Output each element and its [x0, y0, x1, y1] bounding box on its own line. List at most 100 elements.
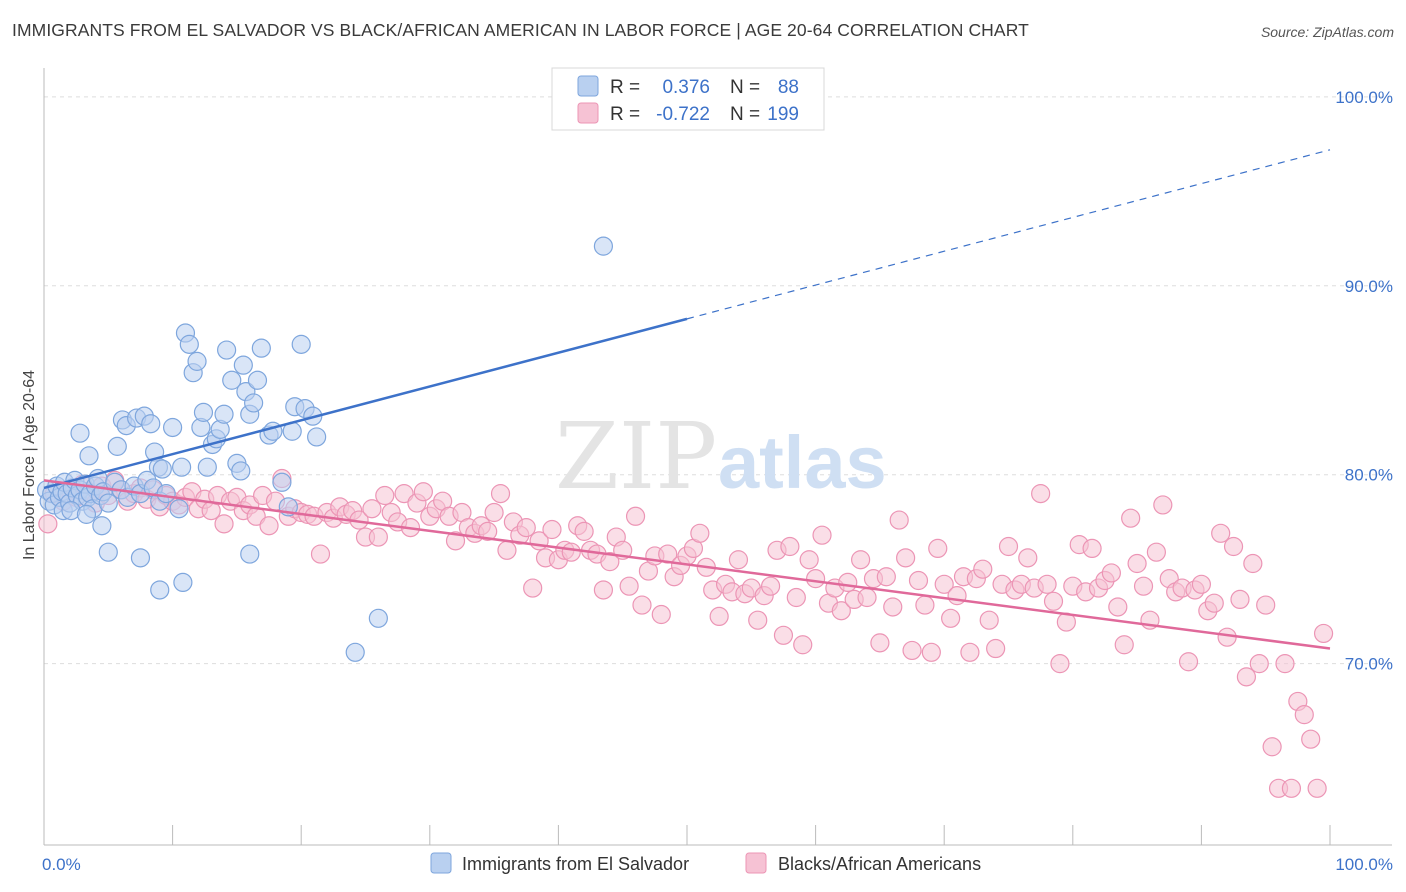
pink-point [1211, 523, 1231, 543]
blue-point [231, 461, 251, 481]
pink-point [1191, 574, 1212, 594]
legend-r-value-blue: 0.376 [662, 77, 710, 98]
pink-point [1236, 667, 1257, 687]
pink-point [1307, 778, 1327, 798]
pink-point [1018, 548, 1038, 568]
pink-point [928, 538, 948, 559]
pink-point [651, 604, 671, 625]
pink-point [915, 595, 935, 615]
blue-point [217, 340, 237, 360]
blue-point [79, 446, 99, 466]
pink-point [445, 531, 466, 551]
pink-point [1262, 737, 1282, 757]
pink-point [921, 642, 941, 662]
blue-point [593, 236, 614, 256]
pink-point [799, 550, 819, 570]
bottom-legend-swatch-pink [745, 852, 767, 874]
y-tick-label-90: 90.0% [1345, 277, 1393, 296]
pink-point [709, 606, 729, 627]
pink-point [561, 542, 581, 562]
pink-point [1204, 593, 1224, 613]
pink-point [870, 633, 890, 653]
pink-point [1243, 553, 1263, 574]
blue-point [187, 351, 207, 371]
x-tick-label-min: 0.0% [42, 855, 81, 874]
legend-n-label-blue: N = [730, 77, 760, 98]
pink-point [805, 569, 826, 589]
blue-point [193, 402, 214, 422]
pink-point [413, 482, 433, 502]
pink-point [812, 525, 832, 545]
y-axis-label: In Labor Force | Age 20-64 [21, 370, 38, 560]
blue-point [272, 472, 292, 492]
pink-point [1114, 635, 1134, 655]
pink-point [619, 576, 639, 596]
legend-n-value-pink: 199 [767, 104, 799, 125]
y-tick-label-70: 70.0% [1345, 655, 1393, 674]
trendline-pink [43, 479, 1331, 650]
pink-point [1275, 654, 1295, 674]
pink-point [1101, 563, 1121, 583]
pink-point [214, 514, 234, 534]
pink-point [1153, 495, 1173, 515]
blue-point [130, 548, 151, 568]
pink-point [1294, 705, 1314, 725]
pink-point [1249, 654, 1269, 674]
blue-point [291, 334, 311, 354]
blue-point [247, 370, 268, 390]
pink-point [908, 570, 929, 591]
pink-point [896, 548, 916, 568]
pink-point [1127, 553, 1147, 574]
bottom-legend-swatch-blue [430, 852, 452, 874]
pink-point [632, 595, 652, 615]
pink-point [516, 518, 536, 538]
pink-point [838, 572, 858, 593]
pink-point [831, 601, 851, 621]
pink-point [523, 578, 543, 598]
blue-point [307, 427, 327, 447]
pink-point [773, 625, 794, 645]
watermark: ZIP atlas [555, 403, 887, 510]
pink-point [793, 635, 813, 655]
pink-point [1031, 484, 1051, 504]
y-tick-labels: 70.0% 80.0% 90.0% 100.0% [1335, 88, 1393, 674]
blue-point [92, 516, 112, 536]
pink-point [690, 523, 710, 543]
pink-point [947, 586, 967, 606]
pink-point [979, 610, 999, 630]
legend-swatch-pink [577, 102, 599, 124]
pink-point [1223, 536, 1244, 557]
pink-point [941, 608, 961, 628]
pink-point [625, 506, 646, 526]
pink-point [1301, 729, 1321, 749]
blue-point [169, 499, 189, 519]
bottom-legend-label-blue: Immigrants from El Salvador [462, 854, 689, 874]
series-immigrants-el-salvador [36, 236, 614, 662]
pink-point [760, 576, 781, 596]
pink-point [986, 638, 1006, 659]
pink-point [934, 574, 954, 594]
pink-point [490, 484, 511, 504]
blue-point [107, 436, 127, 456]
legend-box: R = 0.376 N = 88 R = -0.722 N = 199 [551, 67, 825, 131]
pink-point [484, 502, 504, 523]
pink-point [1230, 589, 1250, 610]
pink-point [600, 552, 620, 572]
pink-point [310, 544, 331, 564]
blue-point [152, 459, 172, 479]
bottom-legend-label-pink: Blacks/African Americans [778, 854, 981, 874]
pink-point [1043, 591, 1064, 611]
blue-point [98, 493, 118, 513]
blue-point [98, 542, 118, 562]
blue-point [179, 334, 199, 354]
pink-point [728, 550, 749, 570]
watermark-zip: ZIP [555, 403, 717, 510]
pink-point [593, 580, 614, 600]
legend-r-value-pink: -0.722 [656, 104, 710, 125]
pink-point [998, 536, 1019, 557]
pink-point [259, 516, 279, 536]
pink-point [786, 587, 806, 608]
grid-lines [44, 96, 1392, 665]
pink-point [1178, 652, 1199, 672]
blue-point [368, 608, 388, 628]
